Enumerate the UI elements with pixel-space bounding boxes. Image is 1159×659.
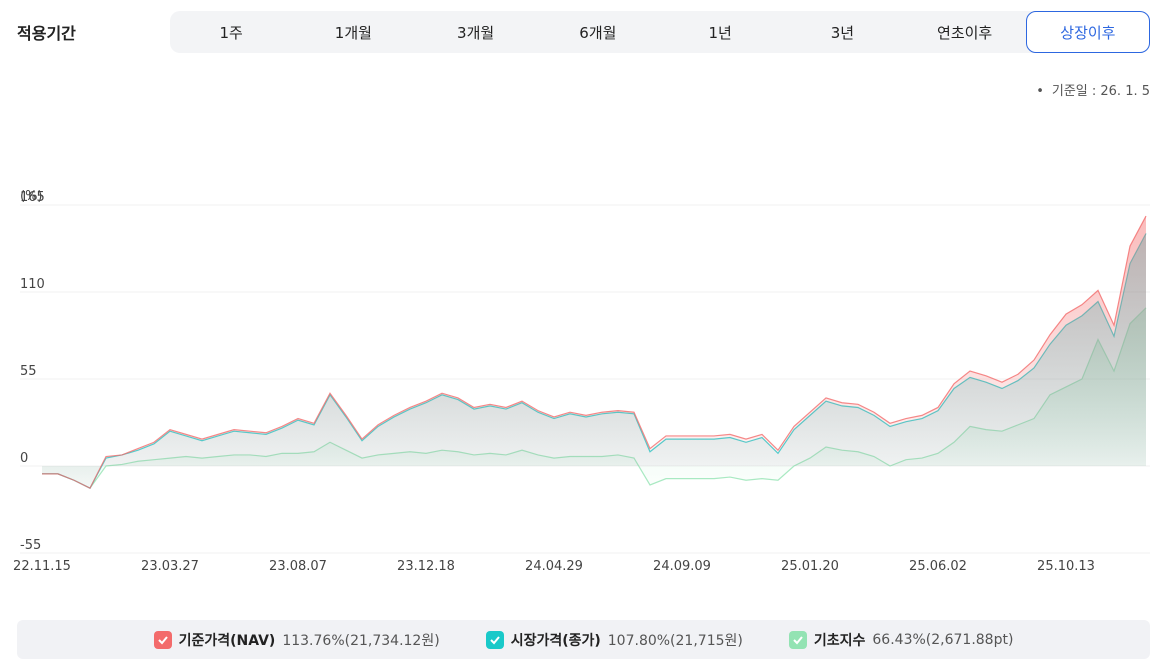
legend-summary: 107.80%(21,715원) — [607, 632, 743, 649]
y-tick-label: -55 — [20, 538, 41, 553]
period-tabs: 1주 1개월 3개월 6개월 1년 3년 연초이후 상장이후 — [170, 11, 1150, 53]
y-tick-label: 165 — [20, 190, 45, 205]
period-label: 적용기간 — [17, 24, 76, 43]
series-line — [42, 215, 1147, 489]
y-tick-label: 110 — [20, 277, 45, 292]
legend-name: 시장가격(종가) — [510, 632, 601, 649]
check-icon — [793, 635, 803, 644]
x-tick-label: 25.10.13 — [1037, 559, 1095, 574]
series-area — [42, 216, 1146, 489]
period-tab[interactable]: 3년 — [830, 23, 855, 42]
x-tick-label: 24.09.09 — [653, 559, 711, 574]
y-axis-label: (%) — [20, 189, 43, 204]
period-tab[interactable]: 3개월 — [457, 23, 495, 42]
base-date: • 기준일 : 26. 1. 5 — [1036, 84, 1150, 99]
check-icon — [489, 635, 500, 644]
legend-item[interactable]: 기초지수 66.43%(2,671.88pt) — [788, 630, 1014, 650]
x-tick-label: 22.11.15 — [13, 559, 71, 574]
period-tab[interactable]: 1주 — [219, 23, 243, 42]
period-tab[interactable]: 상장이후 — [1025, 11, 1150, 53]
period-tab[interactable]: 6개월 — [579, 23, 617, 42]
period-tab[interactable]: 연초이후 — [937, 23, 993, 42]
legend: 기준가격(NAV) 113.76%(21,734.12원) 시장가격(종가) 107.… — [17, 620, 1150, 659]
y-tick-label: 55 — [20, 364, 37, 379]
legend-checkbox[interactable] — [788, 630, 807, 649]
x-tick-label: 23.08.07 — [269, 559, 327, 574]
legend-item[interactable]: 기준가격(NAV) 113.76%(21,734.12원) — [153, 630, 440, 650]
legend-name: 기준가격(NAV) — [178, 632, 276, 649]
legend-item[interactable]: 시장가격(종가) 107.80%(21,715원) — [485, 630, 743, 650]
x-tick-label: 23.12.18 — [397, 559, 455, 574]
base-date-text: 기준일 : 26. 1. 5 — [1051, 84, 1150, 99]
x-tick-label: 24.04.29 — [525, 559, 583, 574]
period-tab[interactable]: 1년 — [708, 23, 732, 42]
legend-checkbox[interactable] — [153, 630, 172, 649]
y-tick-label: 0 — [20, 451, 28, 466]
x-tick-label: 25.06.02 — [909, 559, 967, 574]
legend-summary: 113.76%(21,734.12원) — [282, 632, 440, 649]
legend-summary: 66.43%(2,671.88pt) — [872, 631, 1014, 648]
x-tick-label: 23.03.27 — [141, 559, 199, 574]
legend-checkbox[interactable] — [485, 630, 504, 649]
period-tab[interactable]: 1개월 — [334, 23, 372, 42]
x-tick-label: 25.01.20 — [781, 559, 839, 574]
legend-name: 기초지수 — [813, 632, 866, 649]
check-icon — [157, 635, 168, 644]
chart: (%) -55 0 55 110 165 22.11.15 23.03.27 23.08.07… — [13, 189, 1150, 574]
